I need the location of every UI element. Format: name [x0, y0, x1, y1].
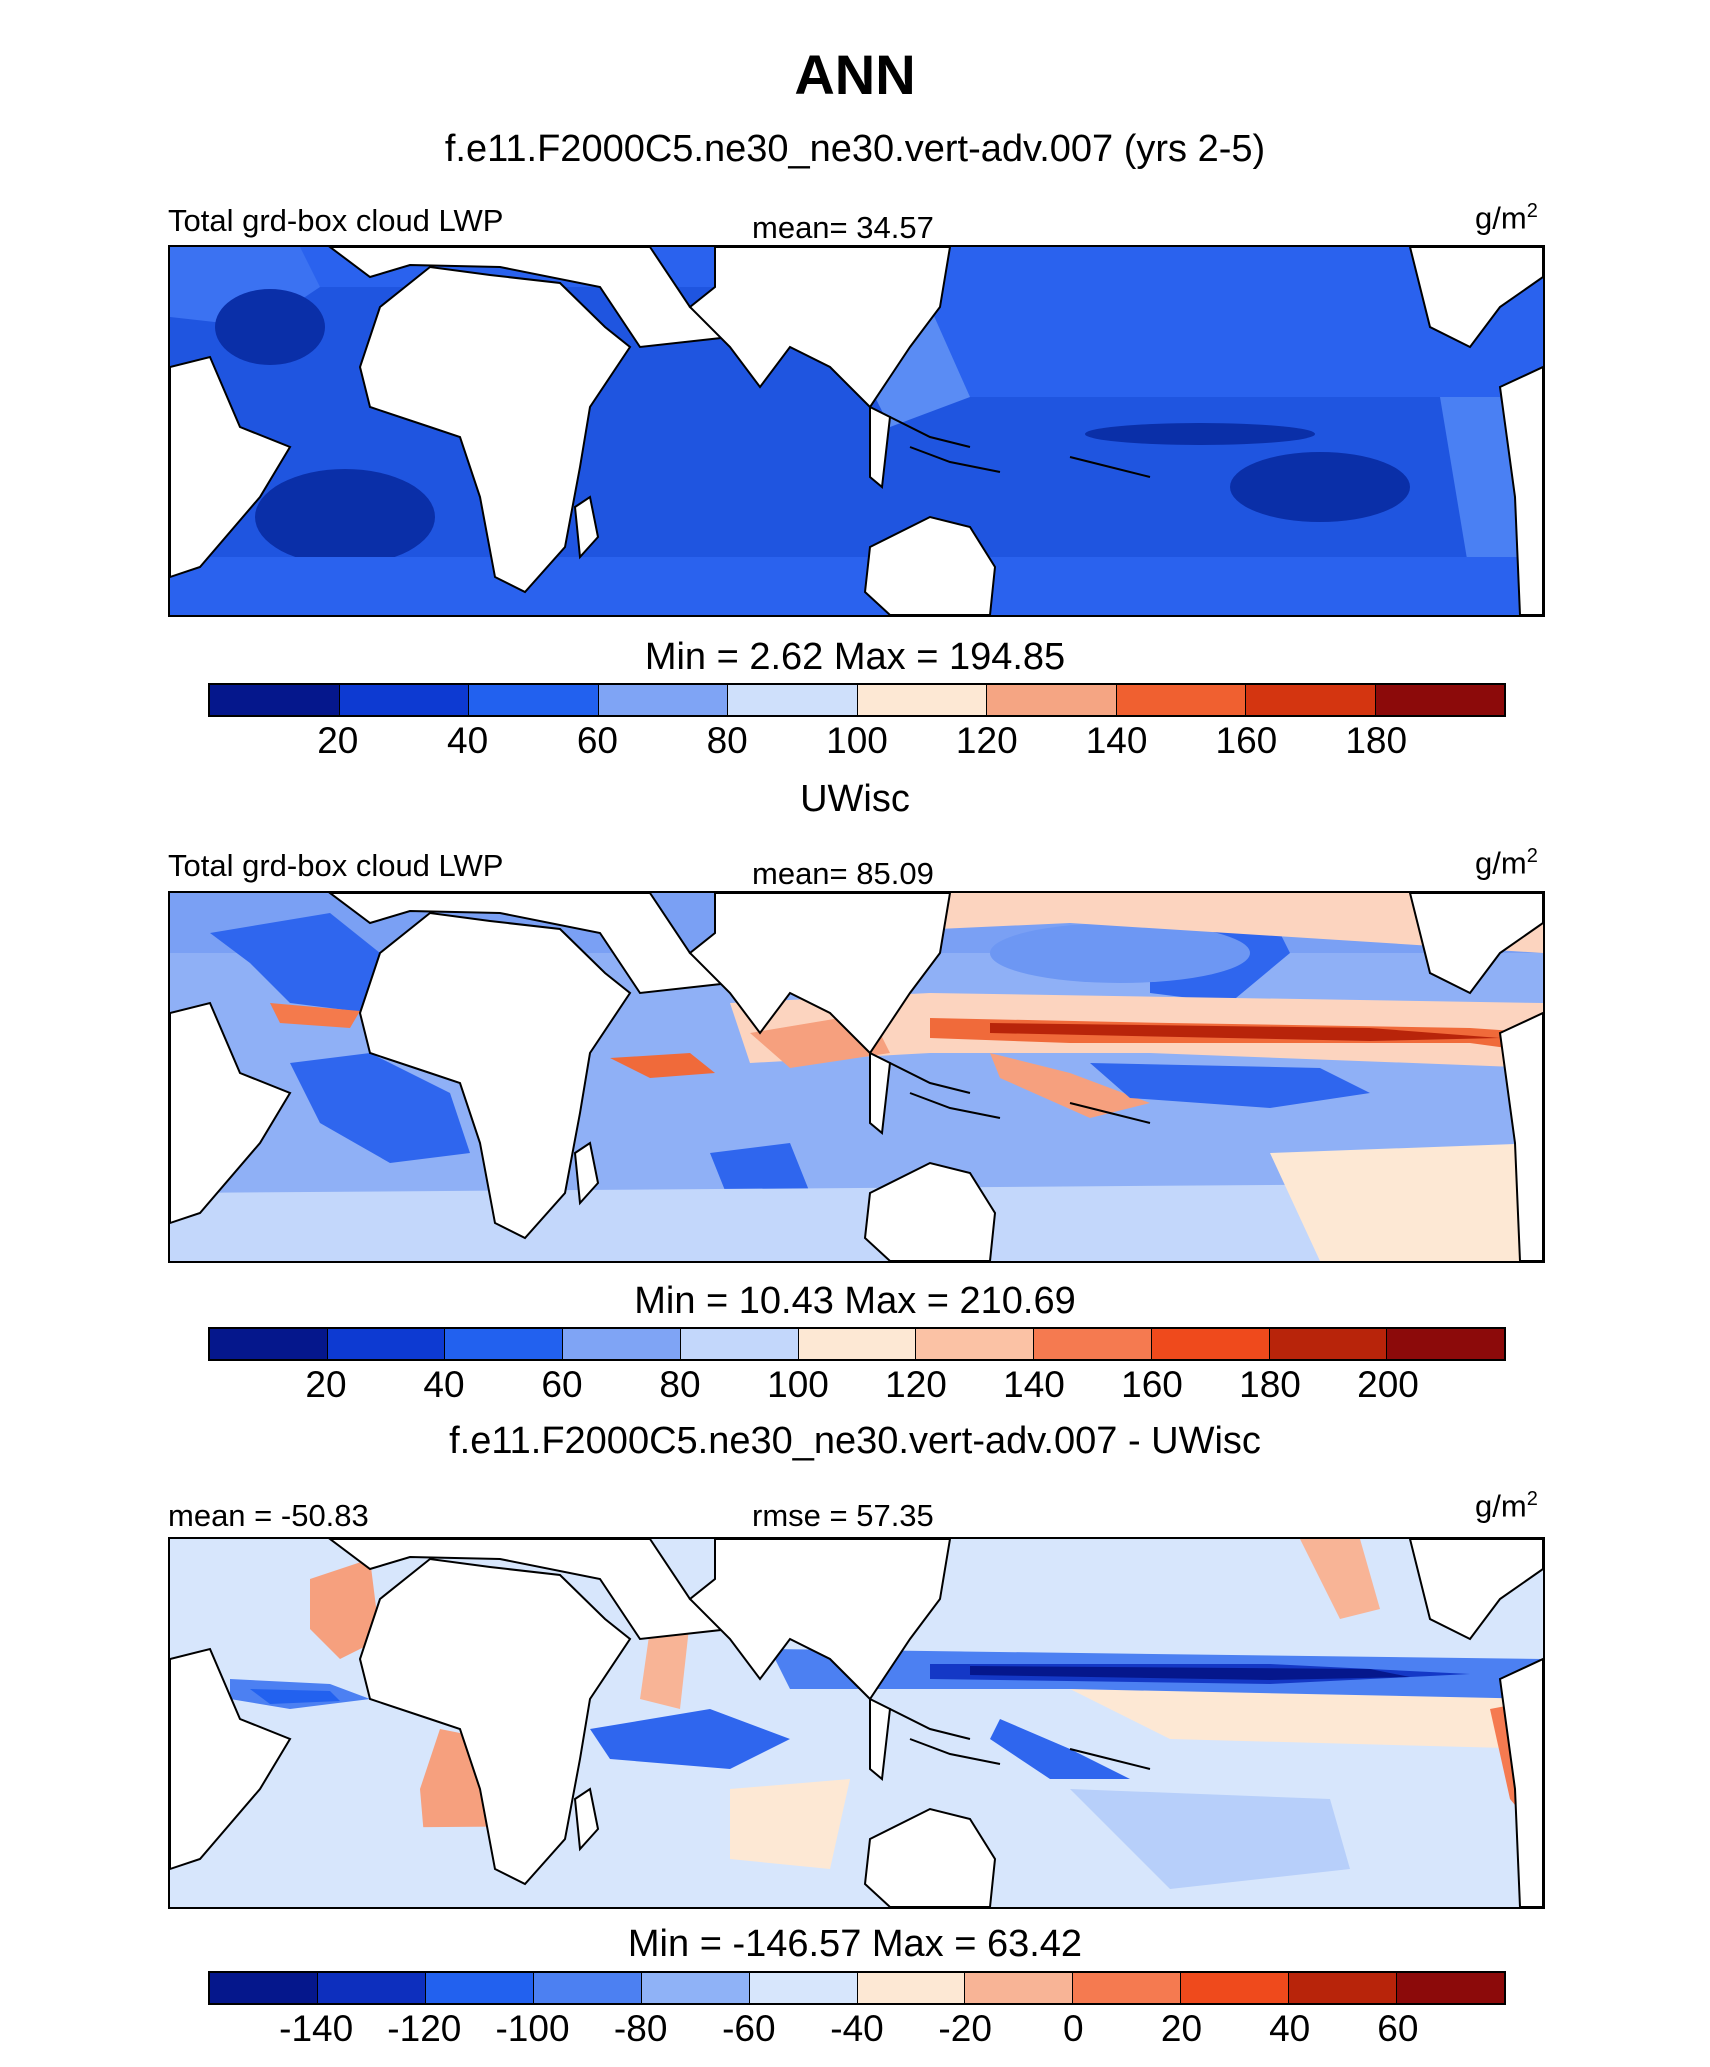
colorbar-swatch: [728, 685, 858, 715]
colorbar-swatch: [598, 685, 728, 715]
colorbar-tick-label: -20: [938, 2008, 992, 2049]
figure-title: ANN: [794, 43, 916, 106]
colorbar-swatch: [1181, 1973, 1290, 2003]
colorbar-swatch: [210, 1973, 318, 2003]
colorbar-swatch: [1289, 1973, 1398, 2003]
colorbar-tick-label: 140: [1085, 720, 1148, 761]
colorbar-tick-label: -140: [279, 2008, 354, 2049]
colorbar-swatch: [798, 1329, 917, 1359]
colorbar-tick-label: 40: [447, 720, 489, 761]
colorbar-swatch: [857, 1973, 966, 2003]
colorbar-tick-label: 60: [541, 1364, 583, 1405]
colorbar-swatch: [1116, 685, 1246, 715]
colorbar-swatch: [1246, 685, 1376, 715]
colorbar-swatch: [1073, 1973, 1182, 2003]
panel-3-mean-label: mean = -50.83: [168, 1498, 369, 1533]
colorbar-swatch: [563, 1329, 681, 1359]
colorbar-swatch: [327, 1329, 446, 1359]
panel-2-title: UWisc: [800, 778, 910, 820]
colorbar-swatch: [749, 1973, 858, 2003]
colorbar-swatch: [857, 685, 987, 715]
panel-3-title: f.e11.F2000C5.ne30_ne30.vert-adv.007 - U…: [449, 1420, 1261, 1462]
colorbar-tick-label: 20: [317, 720, 359, 761]
colorbar-tick-label: -60: [722, 2008, 776, 2049]
colorbar-swatch: [1034, 1329, 1152, 1359]
panel-1-mean-label: mean= 34.57: [752, 210, 934, 245]
colorbar-tick-label: 140: [1003, 1364, 1065, 1405]
colorbar-tick-label: -100: [495, 2008, 570, 2049]
panel-1-units: g/m2: [1475, 200, 1538, 236]
colorbar-swatch: [641, 1973, 750, 2003]
colorbar-swatch: [210, 1329, 328, 1359]
colorbar-swatch: [317, 1973, 426, 2003]
colorbar-swatch: [1269, 1329, 1388, 1359]
colorbar-swatch: [210, 685, 340, 715]
panel-3-minmax: Min = -146.57 Max = 63.42: [627, 1923, 1083, 1965]
panel-2-colorbar-ticks: 20 40 60 80 100 120 140 160 180 200: [208, 1364, 1506, 1408]
colorbar-tick-label: 120: [885, 1364, 947, 1405]
colorbar-tick-label: -80: [613, 2008, 668, 2049]
colorbar-swatch: [965, 1973, 1074, 2003]
colorbar-swatch: [425, 1973, 534, 2003]
colorbar-swatch: [445, 1329, 564, 1359]
colorbar-tick-label: 0: [1063, 2008, 1084, 2049]
colorbar-tick-label: 180: [1345, 720, 1408, 761]
panel-1-colorbar: [208, 683, 1506, 717]
colorbar-swatch: [1375, 685, 1504, 715]
panel-3-map: [168, 1537, 1545, 1909]
colorbar-tick-label: 20: [1160, 2008, 1203, 2049]
colorbar-tick-label: 200: [1357, 1364, 1419, 1405]
panel-2-variable-label: Total grd-box cloud LWP: [168, 848, 504, 883]
colorbar-swatch: [680, 1329, 799, 1359]
colorbar-tick-label: 80: [706, 720, 748, 761]
colorbar-tick-label: 160: [1215, 720, 1278, 761]
colorbar-tick-label: -40: [830, 2008, 884, 2049]
panel-3-rmse-label: rmse = 57.35: [752, 1498, 934, 1533]
colorbar-tick-label: 160: [1121, 1364, 1183, 1405]
panel-2-units: g/m2: [1475, 845, 1538, 881]
colorbar-tick-label: 40: [1269, 2008, 1311, 2049]
colorbar-swatch: [469, 685, 599, 715]
colorbar-tick-label: 80: [659, 1364, 701, 1405]
colorbar-swatch: [1387, 1329, 1505, 1359]
colorbar-tick-label: 180: [1239, 1364, 1301, 1405]
colorbar-swatch: [339, 685, 469, 715]
panel-1-title: f.e11.F2000C5.ne30_ne30.vert-adv.007 (yr…: [444, 128, 1266, 170]
panel-1-minmax: Min = 2.62 Max = 194.85: [644, 636, 1066, 678]
panel-2-mean-label: mean= 85.09: [752, 856, 934, 891]
panel-1-map: [168, 245, 1545, 617]
colorbar-swatch: [916, 1329, 1035, 1359]
colorbar-swatch: [987, 685, 1117, 715]
colorbar-tick-label: 40: [423, 1364, 465, 1405]
colorbar-swatch: [533, 1973, 642, 2003]
colorbar-swatch: [1151, 1329, 1270, 1359]
colorbar-tick-label: 60: [1377, 2008, 1419, 2049]
colorbar-tick-label: 20: [305, 1364, 347, 1405]
panel-3-colorbar: [208, 1971, 1506, 2005]
colorbar-tick-label: -120: [387, 2008, 462, 2049]
colorbar-tick-label: 100: [767, 1364, 829, 1405]
colorbar-tick-label: 60: [576, 720, 618, 761]
panel-3-units: g/m2: [1475, 1488, 1538, 1524]
panel-2-map: [168, 891, 1545, 1263]
colorbar-tick-label: 100: [826, 720, 888, 761]
panel-1-variable-label: Total grd-box cloud LWP: [168, 203, 504, 238]
colorbar-swatch: [1397, 1973, 1505, 2003]
colorbar-tick-label: 120: [955, 720, 1018, 761]
panel-2-colorbar: [208, 1327, 1506, 1361]
panel-1-colorbar-ticks: 20 40 60 80 100 120 140 160 180: [208, 720, 1506, 764]
panel-2-minmax: Min = 10.43 Max = 210.69: [634, 1280, 1076, 1322]
panel-3-colorbar-ticks: -140 -120 -100 -80 -60 -40 -20 0 20 40 60: [208, 2008, 1506, 2052]
